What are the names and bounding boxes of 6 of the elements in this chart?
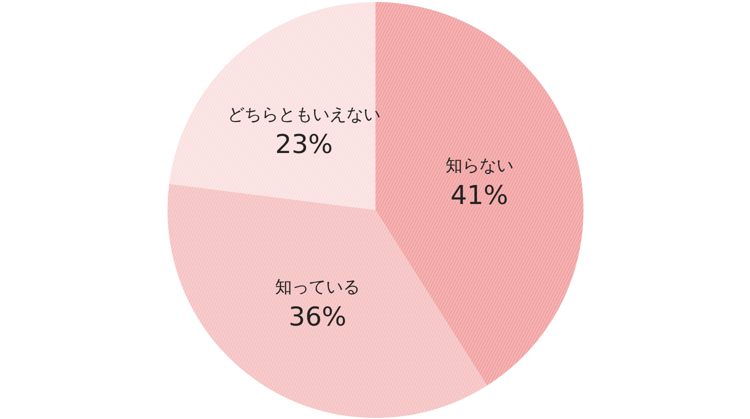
slice-label: 知らない bbox=[445, 156, 514, 176]
slice-label: どちらともいえない bbox=[227, 104, 380, 125]
slice-label: 知っている bbox=[275, 277, 360, 298]
data-label: 36% bbox=[288, 302, 346, 332]
data-label: 23% bbox=[275, 130, 333, 160]
data-label: 41% bbox=[450, 180, 508, 211]
